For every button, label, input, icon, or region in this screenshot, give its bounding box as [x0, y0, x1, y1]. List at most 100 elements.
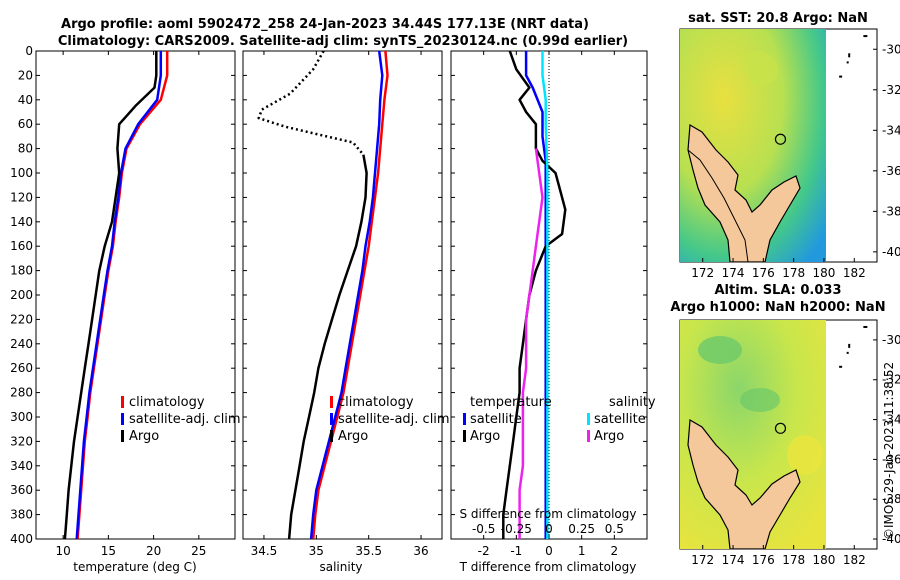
sla-map: Altim. SLA: 0.033 Argo h1000: NaN h2000:… — [670, 283, 900, 567]
temperature-panel: 0 20 40 60 80 100 120 140 160 180 200 220 240 260 280 3… — [10, 44, 241, 574]
lon-tick-label: 182 — [843, 266, 866, 280]
legend-swatch — [463, 430, 466, 442]
sst-kermadec-islands — [839, 35, 868, 78]
island — [848, 53, 851, 58]
legend-swatch — [587, 413, 590, 425]
lat-tick-label: -34 — [882, 413, 900, 427]
island — [863, 325, 868, 328]
lon-tick-label: 178 — [782, 266, 805, 280]
figure-title-line1: Argo profile: aoml 5902472_258 24-Jan-20… — [61, 17, 589, 32]
depth-tick-label: 180 — [10, 264, 33, 278]
salinity-panel: 34.5 35 35.5 36 salinity climatology satelli… — [242, 50, 450, 574]
difference-legend: temperature salinity satellite Argo satellit… — [463, 395, 656, 444]
temperature-x-label: temperature (deg C) — [73, 560, 196, 574]
island — [839, 75, 843, 78]
depth-tick-label: 300 — [10, 410, 33, 424]
legend-entry: Argo — [129, 429, 159, 444]
depth-tick-label: 80 — [18, 142, 33, 156]
difference-panel: -2 -1 0 1 2 T difference from climatology S … — [450, 50, 656, 574]
lat-tick-label: -38 — [882, 204, 900, 218]
temperature-x-axis: 10 15 20 25 — [55, 51, 206, 558]
depth-tick-label: 260 — [10, 361, 33, 375]
timestamp: ©IMOS 29-Jan-2023 11:38:52 — [882, 362, 896, 540]
s-diff-tick-label: 0.5 — [605, 522, 624, 536]
sst-map-title: sat. SST: 20.8 Argo: NaN — [688, 11, 868, 26]
t-difference-x-label: T difference from climatology — [459, 560, 637, 574]
lat-tick-label: -32 — [882, 373, 900, 387]
depth-tick-label: 400 — [10, 532, 33, 546]
legend-entry: satellite-adj. clim — [129, 412, 241, 427]
x-tick-label: 10 — [55, 544, 70, 558]
salinity-legend: climatology satellite-adj. clim Argo — [330, 395, 450, 444]
lon-tick-label: 180 — [813, 266, 836, 280]
legend-entry: satellite — [594, 412, 646, 427]
x-tick-label: 35.5 — [355, 544, 382, 558]
x-tick-label: -2 — [478, 544, 490, 558]
x-tick-label: 20 — [146, 544, 161, 558]
lon-tick-label: 180 — [813, 553, 836, 567]
depth-tick-label: 380 — [10, 508, 33, 522]
legend-swatch — [121, 430, 124, 442]
depth-tick-label: 60 — [18, 117, 33, 131]
depth-tick-label: 140 — [10, 215, 33, 229]
sst-warm-eddy — [745, 51, 779, 86]
x-tick-label: 2 — [611, 544, 619, 558]
series-line-argo — [287, 154, 368, 539]
sst-map-axes: 172 174 176 178 180 182 -30 -32 -34 -36 -38 -40 — [691, 42, 900, 280]
lat-tick-label: -36 — [882, 452, 900, 466]
sla-land-north-island — [687, 419, 801, 549]
s-difference-axis: -0.5 -0.25 0 0.25 0.5 — [472, 522, 624, 536]
series-line-t-argo — [502, 51, 567, 539]
s-diff-tick-label: 0 — [545, 522, 553, 536]
depth-tick-label: 160 — [10, 239, 33, 253]
temperature-axes-frame — [35, 50, 236, 540]
sla-high-eddy — [787, 435, 823, 475]
depth-tick-label: 0 — [25, 44, 33, 58]
depth-tick-label: 120 — [10, 190, 33, 204]
legend-entry: satellite-adj. clim — [338, 412, 450, 427]
sla-kermadec-islands — [839, 325, 868, 368]
series-line-t-satellite — [524, 51, 547, 539]
legend-entry: Argo — [470, 429, 500, 444]
depth-tick-label: 100 — [10, 166, 33, 180]
depth-tick-label: 220 — [10, 312, 33, 326]
island — [863, 35, 868, 38]
sla-low-eddy-2 — [740, 388, 780, 412]
depth-tick-label: 40 — [18, 93, 33, 107]
island — [846, 61, 849, 64]
series-line-argo — [63, 51, 158, 539]
series-line-s-argo — [518, 148, 544, 539]
lat-tick-label: -32 — [882, 83, 900, 97]
lat-tick-label: -34 — [882, 123, 900, 137]
legend-entry: satellite — [470, 412, 522, 427]
island — [846, 351, 849, 354]
island — [839, 365, 843, 368]
temperature-legend: climatology satellite-adj. clim Argo — [121, 395, 241, 444]
legend-entry: Argo — [338, 429, 368, 444]
lat-tick-label: -40 — [882, 532, 900, 546]
sst-argo-position-marker — [774, 133, 787, 145]
depth-tick-label: 20 — [18, 68, 33, 82]
sst-map: sat. SST: 20.8 Argo: NaN 172 174 176 178 180… — [679, 11, 900, 280]
lat-tick-label: -30 — [882, 333, 900, 347]
depth-tick-label: 360 — [10, 483, 33, 497]
series-line-satellite-adj-clim — [75, 51, 163, 539]
sla-low-eddy — [698, 336, 742, 364]
legend-entry: climatology — [338, 395, 414, 410]
lat-tick-label: -30 — [882, 42, 900, 56]
legend-swatch — [330, 430, 333, 442]
x-tick-label: 25 — [191, 544, 206, 558]
lat-tick-label: -40 — [882, 245, 900, 259]
sla-map-title-line2: Argo h1000: NaN h2000: NaN — [670, 300, 885, 315]
series-line-s-satellite — [541, 51, 549, 539]
legend-swatch — [330, 396, 333, 408]
lon-tick-label: 172 — [691, 266, 714, 280]
s-diff-tick-label: 0.25 — [568, 522, 595, 536]
difference-depth-ticks — [451, 50, 647, 540]
lon-tick-label: 174 — [722, 553, 745, 567]
legend-entry: climatology — [129, 395, 205, 410]
x-tick-label: 15 — [101, 544, 116, 558]
salinity-x-axis: 34.5 35 35.5 36 — [251, 51, 429, 558]
legend-swatch — [121, 413, 124, 425]
